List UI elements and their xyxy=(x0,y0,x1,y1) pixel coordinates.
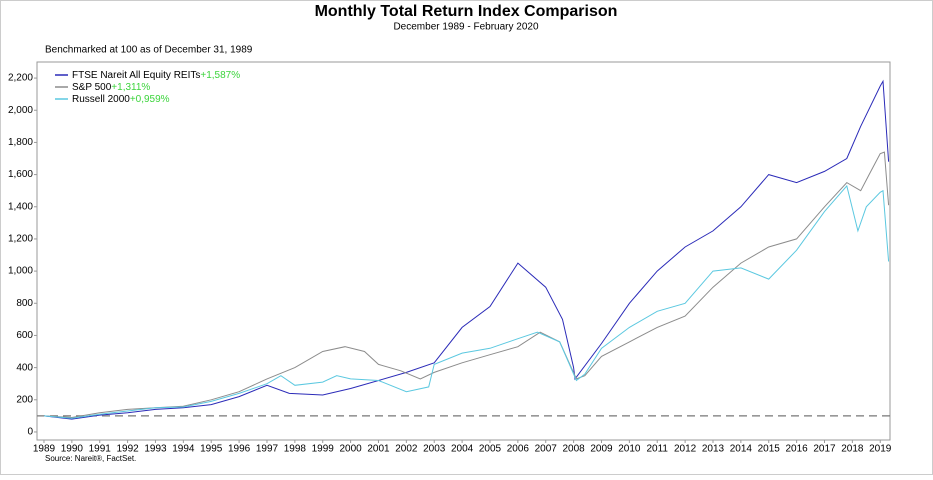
y-tick-label: 0 xyxy=(27,427,33,438)
x-tick-label: 2018 xyxy=(841,444,864,455)
x-tick-label: 1998 xyxy=(284,444,307,455)
x-tick-label: 1995 xyxy=(200,444,223,455)
series-line xyxy=(43,79,890,420)
series-line xyxy=(43,151,890,419)
x-tick-label: 1991 xyxy=(89,444,112,455)
legend-label: Russell 2000+0,959% xyxy=(72,94,170,105)
x-tick-label: 2017 xyxy=(813,444,836,455)
x-tick-label: 1990 xyxy=(61,444,84,455)
y-tick-label: 400 xyxy=(16,362,33,373)
x-tick-label: 2009 xyxy=(590,444,613,455)
plot-area xyxy=(36,61,891,441)
y-tick-label: 2,200 xyxy=(8,73,33,84)
x-tick-label: 2019 xyxy=(869,444,892,455)
x-tick-label: 1993 xyxy=(144,444,167,455)
chart-title: Monthly Total Return Index Comparison xyxy=(315,3,618,20)
series-line xyxy=(43,184,890,419)
x-tick-label: 2001 xyxy=(367,444,390,455)
x-tick-label: 2007 xyxy=(535,444,558,455)
x-tick-label: 2011 xyxy=(646,444,668,455)
chart-subtitle: December 1989 - February 2020 xyxy=(393,22,539,33)
x-tick-label: 2013 xyxy=(702,444,725,455)
legend-return: +0,959% xyxy=(130,94,170,105)
x-tick-label: 2004 xyxy=(451,444,474,455)
legend-name: FTSE Nareit All Equity REITs xyxy=(72,70,200,81)
y-tick-label: 1,400 xyxy=(8,201,33,212)
x-tick-label: 2014 xyxy=(730,444,753,455)
legend-label: S&P 500+1,311% xyxy=(72,82,150,93)
x-tick-label: 1997 xyxy=(256,444,279,455)
y-tick-label: 200 xyxy=(16,394,33,405)
y-tick-label: 800 xyxy=(16,298,33,309)
note: Benchmarked at 100 as of December 31, 19… xyxy=(45,45,253,56)
x-tick-label: 1992 xyxy=(116,444,139,455)
y-tick-label: 2,000 xyxy=(8,105,33,116)
x-tick-label: 2015 xyxy=(758,444,781,455)
source: Source: Nareit®, FactSet. xyxy=(45,454,136,463)
x-tick-label: 2002 xyxy=(395,444,418,455)
x-tick-label: 1989 xyxy=(33,444,56,455)
x-tick-label: 1994 xyxy=(172,444,195,455)
x-tick-label: 2016 xyxy=(785,444,808,455)
x-tick-label: 2003 xyxy=(423,444,446,455)
x-tick-label: 2000 xyxy=(339,444,362,455)
x-tick-label: 2005 xyxy=(479,444,502,455)
x-tick-label: 2012 xyxy=(674,444,697,455)
x-tick-label: 2010 xyxy=(618,444,641,455)
x-tick-label: 2008 xyxy=(562,444,585,455)
y-tick-label: 1,000 xyxy=(8,266,33,277)
y-tick-label: 1,600 xyxy=(8,169,33,180)
legend-name: Russell 2000 xyxy=(72,94,130,105)
y-tick-label: 600 xyxy=(16,330,33,341)
legend-label: FTSE Nareit All Equity REITs+1,587% xyxy=(72,70,240,81)
legend-name: S&P 500 xyxy=(72,82,112,93)
x-tick-label: 2006 xyxy=(507,444,530,455)
legend-return: +1,587% xyxy=(200,70,240,81)
y-tick-label: 1,200 xyxy=(8,234,33,245)
y-tick-label: 1,800 xyxy=(8,137,33,148)
x-tick-label: 1996 xyxy=(228,444,251,455)
x-tick-label: 1999 xyxy=(312,444,335,455)
legend-return: +1,311% xyxy=(111,82,150,93)
